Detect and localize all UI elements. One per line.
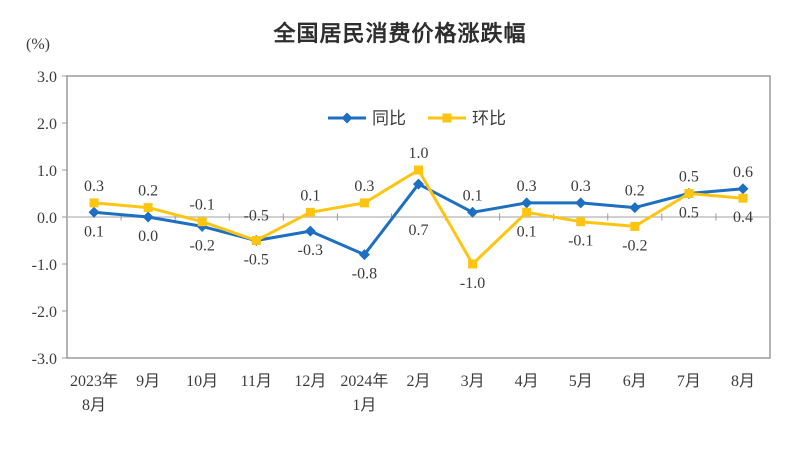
- data-point-环比-2: [197, 217, 207, 227]
- data-point-同比-5: [358, 249, 370, 261]
- y-axis-tick-label: -1.0: [32, 257, 57, 274]
- data-point-环比-3: [251, 236, 261, 245]
- data-point-同比-1: [142, 211, 154, 223]
- data-point-同比-6: [413, 178, 424, 190]
- data-label-环比-8: 0.1: [517, 223, 537, 240]
- data-point-环比-8: [522, 207, 532, 217]
- data-label-环比-9: -0.1: [568, 233, 593, 250]
- data-label-环比-12: 0.4: [733, 209, 753, 226]
- legend-marker-同比: [341, 112, 353, 124]
- data-point-环比-12: [738, 193, 748, 203]
- data-point-同比-10: [629, 202, 641, 214]
- data-label-同比-2: -0.2: [190, 237, 215, 254]
- x-axis-tick-label: 8月: [731, 373, 755, 390]
- x-axis-tick-label: 2月: [406, 373, 430, 390]
- legend-label-环比: 环比: [472, 109, 506, 128]
- data-label-环比-10: -0.2: [622, 237, 647, 254]
- data-point-同比-4: [304, 225, 316, 237]
- data-label-环比-7: -1.0: [460, 275, 485, 292]
- data-label-同比-1: 0.0: [138, 228, 158, 245]
- x-axis-tick-label: 3月: [461, 373, 485, 390]
- data-point-环比-10: [630, 221, 640, 231]
- data-label-环比-6: 1.0: [409, 145, 429, 162]
- data-label-同比-5: -0.8: [352, 266, 377, 283]
- x-axis-tick-label: 10月: [186, 373, 218, 390]
- data-label-同比-4: -0.3: [298, 242, 323, 259]
- y-axis-tick-label: 0.0: [37, 210, 57, 227]
- x-axis-tick-label: 12月: [294, 373, 326, 390]
- data-label-环比-3: -0.5: [244, 208, 269, 225]
- y-axis-tick-label: -2.0: [32, 304, 57, 321]
- x-axis-tick-label: 6月: [623, 373, 647, 390]
- data-label-同比-3: -0.5: [244, 252, 269, 269]
- data-point-环比-9: [576, 217, 586, 227]
- x-axis-tick-label: 7月: [677, 373, 701, 390]
- y-axis-tick-label: 2.0: [37, 116, 57, 133]
- x-axis-tick-label: 2024年 1月: [340, 372, 388, 414]
- x-axis-tick-label: 2023年 8月: [70, 372, 118, 414]
- x-axis-tick-label: 4月: [515, 373, 539, 390]
- data-label-环比-5: 0.3: [354, 178, 374, 195]
- data-point-环比-4: [305, 207, 315, 217]
- data-point-同比-8: [521, 197, 533, 209]
- data-point-同比-9: [575, 197, 587, 209]
- data-label-同比-7: 0.1: [463, 187, 483, 204]
- legend-label-同比: 同比: [372, 109, 406, 128]
- y-axis-unit-label: (%): [26, 36, 50, 53]
- chart-title: 全国居民消费价格涨跌幅: [273, 21, 527, 46]
- data-label-同比-8: 0.3: [517, 178, 537, 195]
- data-label-同比-10: 0.2: [625, 183, 645, 200]
- x-axis-tick-label: 5月: [569, 373, 593, 390]
- data-label-同比-6: 0.7: [409, 222, 429, 239]
- y-axis-tick-label: 3.0: [37, 69, 57, 86]
- data-label-环比-2: -0.1: [190, 197, 215, 214]
- data-point-环比-11: [684, 189, 694, 198]
- y-axis-tick-label: 1.0: [37, 163, 57, 180]
- data-label-同比-9: 0.3: [571, 178, 591, 195]
- data-point-同比-0: [88, 206, 100, 218]
- data-point-环比-5: [359, 198, 369, 208]
- data-point-环比-7: [468, 259, 478, 269]
- data-label-环比-0: 0.3: [84, 178, 104, 195]
- legend-marker-环比: [442, 113, 452, 123]
- data-point-环比-6: [414, 165, 423, 175]
- x-axis-tick-label: 9月: [136, 373, 160, 390]
- data-point-同比-7: [467, 206, 479, 218]
- data-label-环比-1: 0.2: [138, 183, 158, 200]
- data-point-环比-1: [143, 203, 153, 213]
- data-label-同比-0: 0.1: [84, 223, 104, 240]
- data-label-环比-11: 0.5: [679, 205, 699, 222]
- data-label-同比-12: 0.6: [733, 164, 753, 181]
- data-point-环比-0: [89, 198, 99, 208]
- y-axis-tick-label: -3.0: [32, 351, 57, 368]
- data-point-同比-12: [737, 183, 749, 195]
- x-axis-tick-label: 11月: [241, 373, 272, 390]
- data-label-同比-11: 0.5: [679, 169, 699, 186]
- data-label-环比-4: 0.1: [300, 187, 320, 204]
